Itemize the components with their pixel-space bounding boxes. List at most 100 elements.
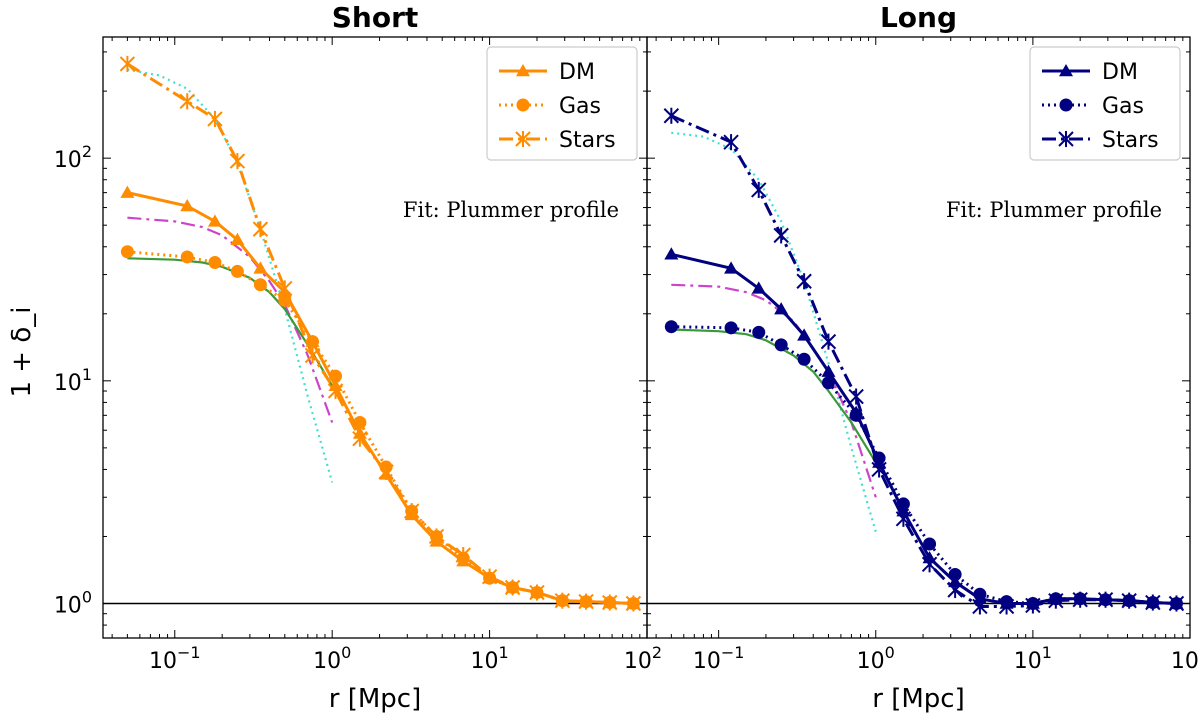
star-marker xyxy=(947,581,963,599)
star-marker xyxy=(1168,595,1185,612)
star-marker xyxy=(504,579,521,596)
triangle-marker xyxy=(664,247,679,260)
plot-frame xyxy=(646,36,1191,639)
legend-label: Stars xyxy=(1102,128,1159,153)
fit-annotation: Fit: Plummer profile xyxy=(946,198,1162,222)
circle-marker xyxy=(516,98,530,112)
star-marker xyxy=(796,273,812,290)
triangle-marker xyxy=(120,185,135,198)
star-marker xyxy=(848,388,864,405)
star-marker xyxy=(252,221,269,238)
triangle-marker xyxy=(948,574,963,588)
fit-curve xyxy=(671,283,877,498)
circle-marker xyxy=(208,255,222,269)
star-marker xyxy=(428,528,445,545)
series-line xyxy=(126,62,634,605)
circle-marker xyxy=(253,278,267,292)
star-marker xyxy=(207,110,223,127)
circle-marker xyxy=(948,567,962,581)
star-marker xyxy=(378,463,394,480)
triangle-marker xyxy=(230,232,245,246)
star-marker xyxy=(229,153,246,170)
circle-marker xyxy=(849,408,863,422)
star-marker xyxy=(1058,130,1074,148)
star-marker xyxy=(277,280,293,297)
circle-marker xyxy=(797,352,811,366)
legend-label: Stars xyxy=(559,128,616,153)
star-marker xyxy=(751,181,767,198)
x-axis-label: r [Mpc] xyxy=(872,684,964,714)
fit-curve xyxy=(671,131,877,533)
tick-marks xyxy=(647,37,1191,639)
star-marker xyxy=(352,430,368,447)
triangle-marker xyxy=(207,214,222,227)
star-marker xyxy=(327,382,344,400)
star-marker xyxy=(554,592,571,609)
triangle-marker xyxy=(724,261,739,274)
star-marker xyxy=(820,333,837,350)
circle-marker xyxy=(664,320,678,334)
circle-marker xyxy=(329,369,343,383)
triangle-marker xyxy=(797,328,812,341)
star-marker xyxy=(578,593,594,610)
series-line xyxy=(670,114,1177,608)
series-stars xyxy=(119,55,642,612)
x-tick-label: 100 xyxy=(313,643,351,674)
y-tick-label: 102 xyxy=(54,142,92,173)
x-tick-label: 101 xyxy=(470,643,508,674)
series-line xyxy=(127,191,634,605)
circle-marker xyxy=(774,338,788,352)
legend: DM Gas Stars xyxy=(1029,46,1181,161)
legend-label: DM xyxy=(559,60,595,85)
y-tick-label: 101 xyxy=(54,365,92,396)
star-marker xyxy=(723,134,739,151)
y-axis-label: 1 + δ_i xyxy=(7,307,37,398)
star-marker xyxy=(529,584,545,601)
star-marker xyxy=(1097,591,1114,608)
star-marker xyxy=(972,598,988,615)
series-gas xyxy=(664,320,1183,611)
triangle-marker xyxy=(774,302,789,315)
y-tick-label: 100 xyxy=(54,588,92,619)
star-marker xyxy=(1048,592,1064,609)
panel-short: Short 10−1 100 101 102 100 101 102 r [Mpc] Fit: P… xyxy=(54,1,662,714)
star-marker xyxy=(403,503,420,520)
star-marker xyxy=(515,130,531,148)
star-marker xyxy=(1025,597,1041,614)
legend-label: Gas xyxy=(559,94,601,119)
triangle-marker xyxy=(180,198,195,212)
circle-marker xyxy=(278,293,292,307)
star-marker xyxy=(625,595,642,612)
star-marker xyxy=(895,510,912,527)
series-line xyxy=(127,250,634,605)
circle-marker xyxy=(306,335,320,349)
star-marker xyxy=(455,547,471,564)
star-marker xyxy=(663,107,680,124)
triangle-marker xyxy=(516,64,530,77)
star-marker xyxy=(481,568,498,585)
circle-marker xyxy=(724,321,738,335)
triangle-marker xyxy=(253,261,268,274)
panel-title: Long xyxy=(880,1,957,34)
star-marker xyxy=(1072,591,1088,608)
triangle-marker xyxy=(821,364,836,377)
circle-marker xyxy=(353,415,367,429)
star-marker xyxy=(871,461,887,478)
legend: DM Gas Stars xyxy=(486,46,638,161)
star-marker xyxy=(119,55,136,72)
x-tick-label: 100 xyxy=(857,643,895,674)
star-marker xyxy=(998,598,1015,615)
panel-long: Long 10−1 100 101 102 r [Mpc] Fit: Plummer pro… xyxy=(646,1,1200,714)
x-tick-label: 102 xyxy=(624,643,662,674)
star-marker xyxy=(921,556,938,573)
star-marker xyxy=(1121,592,1137,609)
star-marker xyxy=(602,594,618,611)
circle-marker xyxy=(973,587,987,601)
circle-marker xyxy=(752,325,766,339)
star-marker xyxy=(773,227,789,244)
circle-marker xyxy=(1059,98,1073,112)
legend-label: DM xyxy=(1102,60,1138,85)
x-axis-label: r [Mpc] xyxy=(329,684,421,714)
panel-title: Short xyxy=(332,1,419,34)
